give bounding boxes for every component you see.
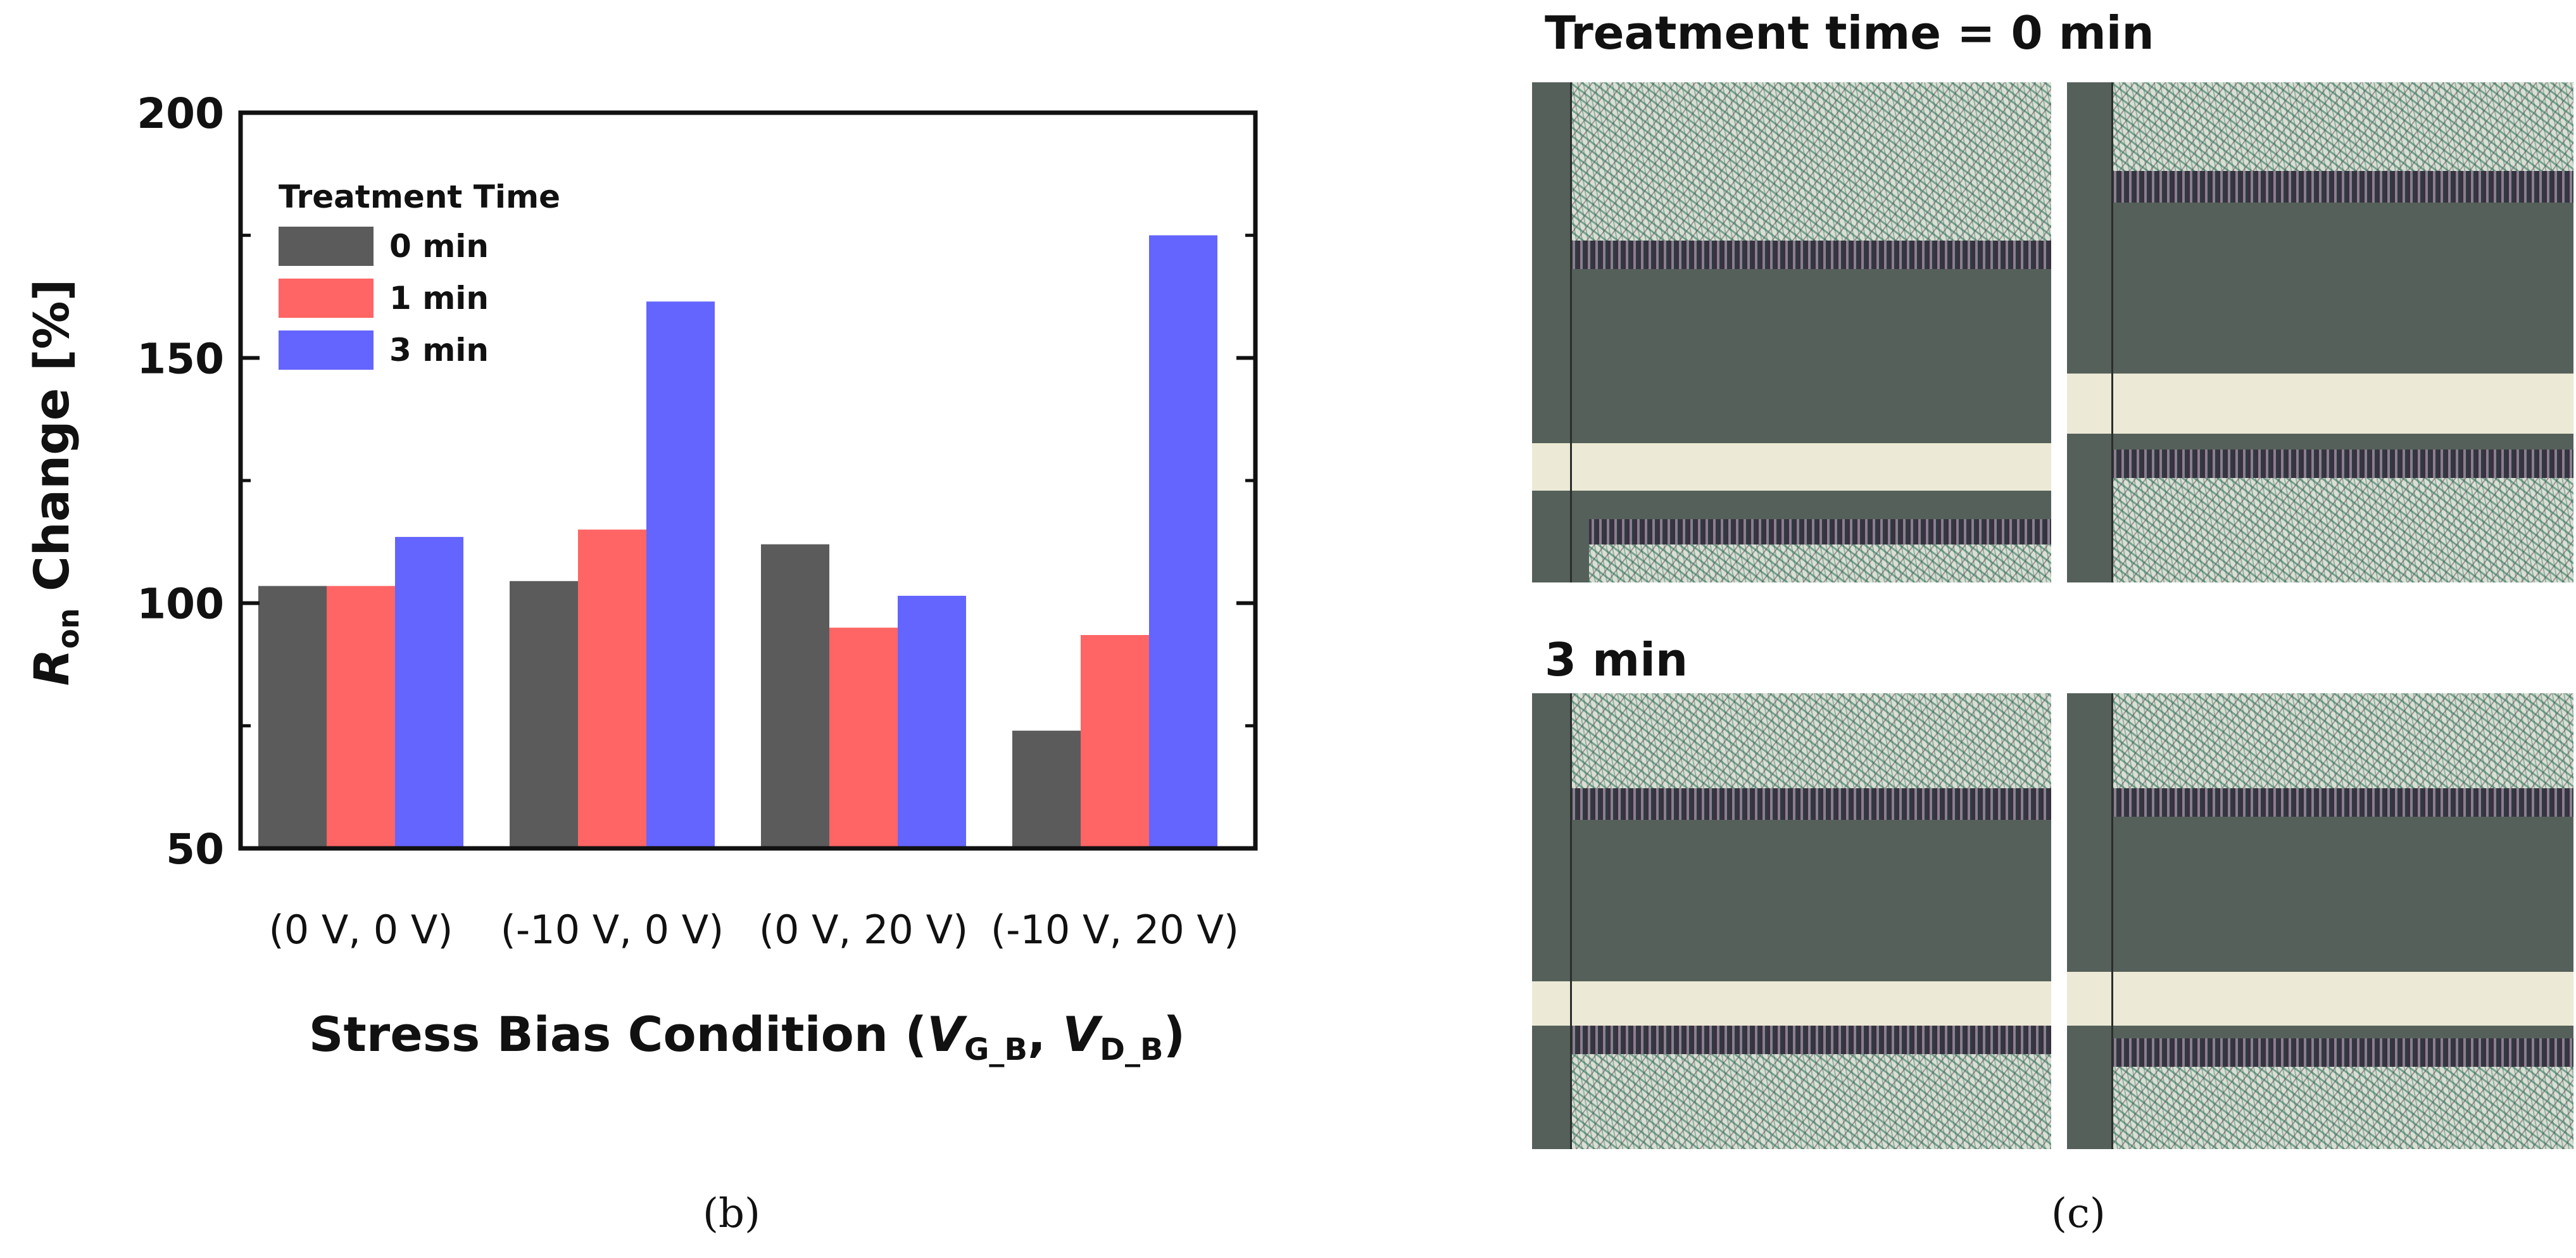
y-tick-label: 150 — [137, 334, 224, 383]
bar-3-3-min — [898, 596, 966, 848]
bar-3-1-min — [829, 627, 898, 848]
legend-swatch-3-min — [279, 330, 374, 370]
legend: Treatment Time 0 min 1 min 3 min — [279, 179, 560, 370]
legend-label: 3 min — [389, 332, 489, 368]
axis-ticks: 50 100 150 200 — [137, 89, 1255, 874]
legend-swatch-1-min — [279, 279, 374, 318]
caption-b: (b) — [703, 1190, 760, 1237]
micrograph-0min-right — [2067, 82, 2573, 582]
bar-2-3-min — [646, 301, 715, 848]
legend-label: 0 min — [389, 228, 489, 265]
micrograph-3min-right — [2067, 693, 2573, 1149]
legend-swatch-0-min — [279, 227, 374, 266]
x-axis-label: Stress Bias Condition (VG_B, VD_B) — [309, 1006, 1186, 1067]
bar-2-0-min — [510, 581, 578, 848]
bar-4-0-min — [1012, 731, 1081, 848]
legend-title: Treatment Time — [279, 179, 560, 215]
bar-3-0-min — [761, 544, 829, 848]
panel-c-title-bottom: 3 min — [1545, 633, 1688, 686]
y-tick-label: 200 — [137, 89, 224, 138]
bar-4-1-min — [1081, 635, 1149, 848]
bar-1-3-min — [395, 537, 463, 848]
bar-4-3-min — [1149, 235, 1217, 849]
bar-2-1-min — [578, 529, 646, 848]
bar-1-1-min — [327, 586, 395, 848]
legend-label: 1 min — [389, 280, 489, 317]
panel-c-title-top: Treatment time = 0 min — [1545, 6, 2154, 60]
y-tick-label: 100 — [137, 580, 224, 629]
x-category-label: (-10 V, 20 V) — [991, 907, 1239, 953]
bar-chart: 50 100 150 200 Treatment Time 0 min 1 min 3 mi… — [23, 89, 1258, 1067]
micrograph-0min-left — [1532, 82, 2051, 582]
y-axis-label: Ron Change [%] — [23, 279, 85, 686]
y-tick-label: 50 — [166, 825, 224, 874]
micrograph-3min-left — [1532, 693, 2051, 1149]
x-category-labels: (0 V, 0 V) (-10 V, 0 V) (0 V, 20 V) (-10 V,… — [269, 907, 1240, 953]
x-category-label: (0 V, 20 V) — [759, 907, 968, 953]
caption-c: (c) — [2051, 1190, 2106, 1237]
x-category-label: (-10 V, 0 V) — [501, 907, 724, 953]
bars-group — [258, 235, 1217, 849]
x-category-label: (0 V, 0 V) — [269, 907, 453, 953]
bar-1-0-min — [258, 586, 327, 848]
